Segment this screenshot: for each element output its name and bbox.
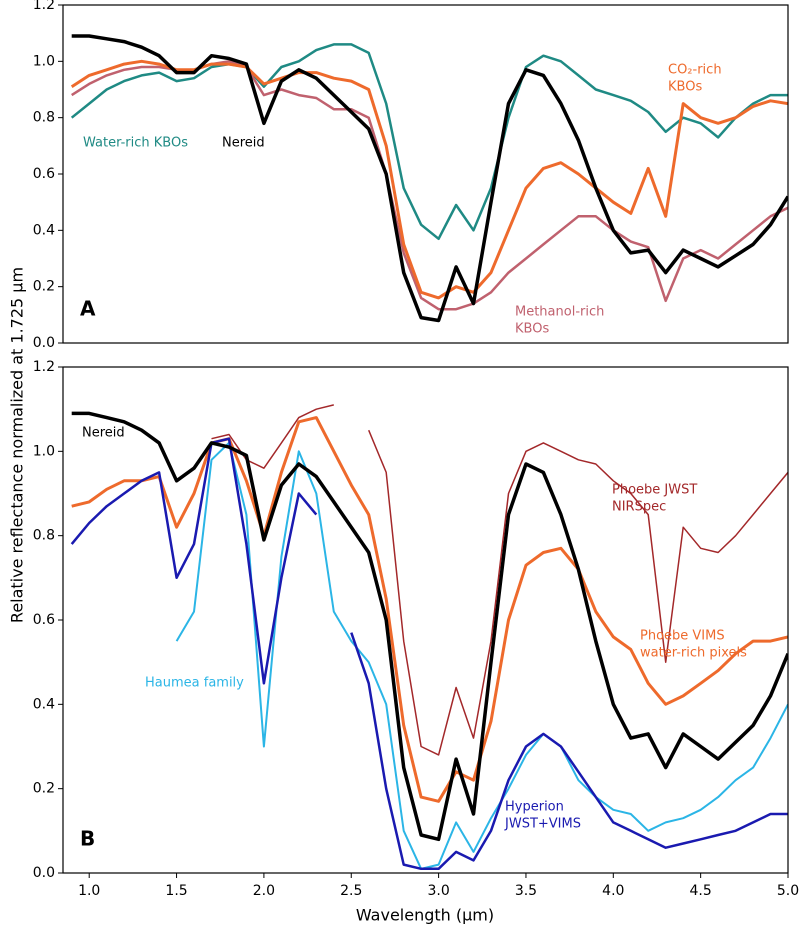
panel-label: A [80, 297, 96, 321]
y-tick-label: 1.0 [33, 443, 55, 459]
y-tick-label: 0.8 [33, 528, 55, 544]
series-annotation: CO₂-rich [668, 63, 722, 78]
spectrum-line [71, 34, 788, 323]
series-annotation: NIRSpec [612, 500, 666, 515]
series-annotation: Phoebe VIMS [640, 629, 725, 644]
plot-area [70, 404, 788, 871]
plot-frame [62, 4, 789, 344]
x-tick-label: 3.5 [515, 883, 537, 899]
series-annotation: JWST+VIMS [504, 817, 581, 832]
y-tick-label: 1.2 [33, 0, 55, 13]
x-tick-label: 4.0 [602, 883, 624, 899]
series-annotation: KBOs [668, 80, 702, 95]
x-tick-label: 5.0 [777, 883, 799, 899]
series-annotation: water-rich pixels [640, 646, 747, 661]
series-annotation: Nereid [222, 136, 265, 151]
spectrum-line [71, 411, 788, 842]
x-tick-label: 1.5 [165, 883, 187, 899]
y-axis-label: Relative reflectance normalized at 1.725… [8, 267, 27, 623]
y-tick-label: 1.0 [33, 53, 55, 69]
series-annotation: Methanol-rich [515, 305, 604, 320]
series-annotation: KBOs [515, 322, 549, 337]
y-tick-label: 0.2 [33, 781, 55, 797]
y-tick-label: 1.2 [33, 359, 55, 375]
panel-label: B [80, 827, 95, 851]
spectrum-line [211, 404, 788, 756]
y-tick-label: 0.0 [33, 335, 55, 351]
series-annotation: Haumea family [145, 676, 244, 691]
series-annotation: Hyperion [505, 800, 564, 815]
x-tick-label: 4.5 [690, 883, 712, 899]
series-annotation: Water-rich KBOs [83, 136, 188, 151]
spectrum-line [71, 416, 788, 803]
series-annotation: Nereid [82, 426, 125, 441]
spectrum-line [70, 437, 788, 871]
y-tick-label: 0.6 [33, 166, 55, 182]
x-tick-label: 2.5 [340, 883, 362, 899]
spectrum-line [70, 59, 788, 300]
y-tick-label: 0.6 [33, 612, 55, 628]
spectrum-line [71, 60, 788, 311]
x-axis-label: Wavelength (µm) [356, 906, 494, 925]
plot-frame [62, 366, 789, 874]
y-tick-label: 0.4 [33, 222, 55, 238]
x-tick-label: 2.0 [253, 883, 275, 899]
series-annotation: Phoebe JWST [612, 483, 697, 498]
y-tick-label: 0.0 [33, 865, 55, 881]
x-tick-label: 1.0 [78, 883, 100, 899]
y-tick-label: 0.2 [33, 279, 55, 295]
spectrum-line [70, 43, 788, 241]
plot-area [70, 34, 788, 323]
y-tick-label: 0.8 [33, 110, 55, 126]
y-tick-label: 0.4 [33, 696, 55, 712]
x-tick-label: 3.0 [427, 883, 449, 899]
